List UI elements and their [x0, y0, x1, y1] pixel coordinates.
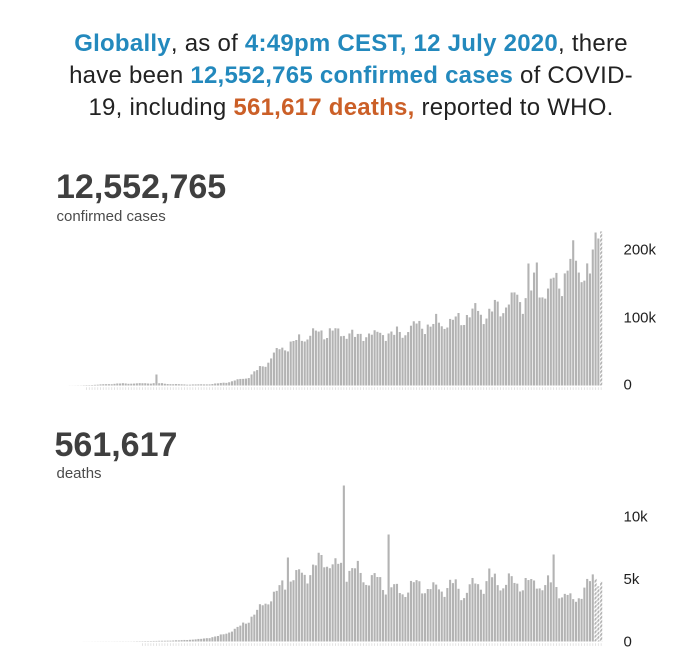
svg-text:0: 0 [624, 377, 632, 394]
svg-text:200k: 200k [624, 241, 657, 258]
svg-text:100k: 100k [624, 310, 657, 327]
svg-text:10k: 10k [624, 509, 649, 526]
svg-text:0: 0 [624, 634, 632, 651]
svg-text:5k: 5k [624, 571, 640, 588]
